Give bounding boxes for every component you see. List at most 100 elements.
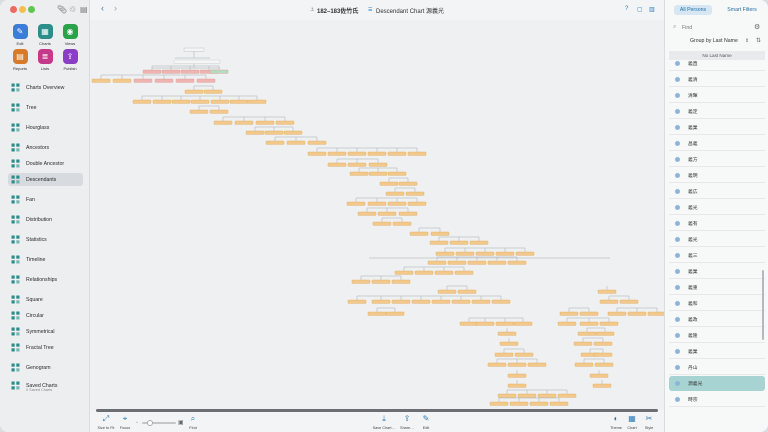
sidebar-item-saved-charts[interactable]: Saved Charts [8,379,83,392]
person-node[interactable] [367,311,387,316]
trash-icon[interactable]: ♲ [69,5,77,14]
sidebar-item-timeline[interactable]: Timeline [8,253,83,266]
person-node[interactable] [599,321,619,326]
tool-edit[interactable]: ✎ Edit [7,24,33,46]
person-node[interactable] [597,289,617,294]
sidebar-item-relationships[interactable]: Relationships [8,273,83,286]
forward-button[interactable]: › [114,3,117,13]
person-node[interactable] [327,162,347,167]
person-node[interactable] [471,299,491,304]
person-node[interactable] [91,78,111,83]
person-node[interactable] [368,171,388,176]
person-node[interactable] [507,260,527,265]
person-node[interactable] [529,401,549,406]
person-node[interactable] [307,140,327,145]
person-node[interactable] [132,99,152,104]
person-list-item[interactable]: 義業 [669,344,765,359]
person-list-item[interactable]: 義明 [669,168,765,183]
minimize-window-button[interactable] [19,6,26,13]
sidebar-item-ancestors[interactable]: Ancestors [8,141,83,154]
person-node[interactable] [387,201,407,206]
person-node[interactable] [161,69,181,74]
person-node[interactable] [203,89,223,94]
person-node[interactable] [579,311,599,316]
person-list-item[interactable]: 義有 [669,216,765,231]
sidebar-toggle-icon[interactable]: ▤ [80,5,88,14]
chart-canvas[interactable] [90,20,664,410]
sidebar-item-symmetrical[interactable]: Symmetrical [8,325,83,338]
person-node[interactable] [495,321,515,326]
sidebar-item-square[interactable]: Square [8,293,83,306]
person-node[interactable] [275,120,295,125]
find-button[interactable]: ⌕ Find [181,414,205,430]
chevron-updown-icon[interactable]: ⇕ [745,38,750,44]
chart-button[interactable]: ▦ Chart [620,414,644,430]
style-button[interactable]: ✂ Style [637,414,661,430]
person-node[interactable] [391,279,411,284]
person-node[interactable] [537,393,557,398]
sidebar-item-double-ancestor[interactable]: Double Ancestor [8,157,83,170]
person-list-item[interactable]: 義三 [669,248,765,263]
find-input[interactable] [682,23,752,32]
tool-charts[interactable]: ▦ Charts [32,24,58,46]
person-node[interactable] [619,299,639,304]
person-node[interactable] [491,299,511,304]
person-node[interactable] [589,373,609,378]
person-node[interactable] [351,279,371,284]
person-node[interactable] [405,191,425,196]
person-node[interactable] [459,321,479,326]
person-node[interactable] [499,341,519,346]
settings-gear-icon[interactable]: ⚙ [754,24,761,31]
person-node[interactable] [487,362,507,367]
persons-scrollbar[interactable] [762,270,764,340]
sidebar-item-hourglass[interactable]: Hourglass [8,121,83,134]
tool-reports[interactable]: ▤ Reports [7,49,33,71]
person-node[interactable] [559,311,579,316]
person-node[interactable] [451,299,471,304]
person-node[interactable] [434,270,454,275]
person-node[interactable] [387,171,407,176]
person-node[interactable] [210,99,230,104]
person-node[interactable] [247,99,267,104]
person-node[interactable] [647,311,664,316]
person-node[interactable] [592,383,612,388]
person-node[interactable] [573,341,593,346]
person-node[interactable] [447,260,467,265]
person-list-item[interactable]: 清暉 [669,88,765,103]
person-node[interactable] [152,99,172,104]
horizontal-scrollbar[interactable] [96,409,658,412]
sidebar-item-statistics[interactable]: Statistics [8,233,83,246]
person-node[interactable] [557,393,577,398]
person-node[interactable] [387,151,407,156]
person-node[interactable] [507,362,527,367]
sidebar-item-distribution[interactable]: Distribution [8,213,83,226]
share-button[interactable]: ⇪ Share… [395,414,419,430]
person-node[interactable] [429,240,449,245]
back-button[interactable]: ‹ [101,3,104,13]
person-node[interactable] [495,251,515,256]
person-node[interactable] [154,78,174,83]
person-list-item[interactable]: 義隆 [669,328,765,343]
person-node[interactable] [427,260,447,265]
person-node[interactable] [286,140,306,145]
spouse-node[interactable] [173,59,221,64]
person-node[interactable] [372,221,392,226]
person-node[interactable] [431,299,451,304]
person-list-item[interactable]: 昌義 [669,136,765,151]
person-node[interactable] [487,260,507,265]
help-icon[interactable]: ? [625,6,629,12]
person-node[interactable] [407,201,427,206]
person-node[interactable] [549,401,569,406]
edit-button[interactable]: ✎ Edit [414,414,438,430]
person-node[interactable] [394,270,414,275]
person-node[interactable] [593,341,613,346]
tab-smart-filters[interactable]: Smart Filters [727,7,757,13]
person-node[interactable] [347,151,367,156]
person-node[interactable] [574,362,594,367]
root-node[interactable] [183,47,205,52]
person-node[interactable] [514,352,534,357]
person-node[interactable] [385,191,405,196]
person-node[interactable] [171,99,191,104]
sidebar-item-charts-overview[interactable]: Charts Overview [8,81,83,94]
person-node[interactable] [283,130,303,135]
